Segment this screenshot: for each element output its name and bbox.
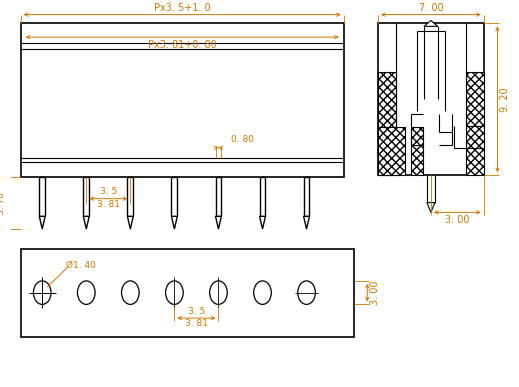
Text: 3. 00: 3. 00 bbox=[370, 281, 380, 305]
Ellipse shape bbox=[254, 281, 271, 305]
Text: Px3. 5+1. 0: Px3. 5+1. 0 bbox=[154, 3, 211, 13]
Polygon shape bbox=[424, 21, 438, 26]
Bar bbox=[378, 127, 405, 175]
Polygon shape bbox=[39, 216, 45, 229]
Bar bbox=[378, 24, 484, 175]
Bar bbox=[21, 248, 353, 337]
Polygon shape bbox=[127, 216, 133, 229]
Polygon shape bbox=[427, 202, 435, 212]
Text: 3. 70: 3. 70 bbox=[0, 192, 6, 214]
Text: 3. 5: 3. 5 bbox=[100, 187, 117, 196]
Text: 3. 5: 3. 5 bbox=[188, 307, 205, 316]
Bar bbox=[466, 72, 484, 175]
Ellipse shape bbox=[33, 281, 51, 305]
Text: Px3. 81+0. 80: Px3. 81+0. 80 bbox=[148, 40, 216, 50]
Polygon shape bbox=[260, 216, 265, 229]
Polygon shape bbox=[84, 216, 89, 229]
Text: 9. 20: 9. 20 bbox=[500, 87, 510, 111]
Polygon shape bbox=[304, 216, 309, 229]
Text: 3. 81: 3. 81 bbox=[97, 200, 120, 209]
Polygon shape bbox=[215, 216, 222, 229]
Ellipse shape bbox=[166, 281, 183, 305]
Polygon shape bbox=[171, 216, 177, 229]
Text: 0. 80: 0. 80 bbox=[231, 135, 254, 144]
Bar bbox=[412, 127, 423, 175]
Ellipse shape bbox=[210, 281, 227, 305]
Bar bbox=[378, 72, 395, 175]
Text: 3. 81: 3. 81 bbox=[185, 319, 208, 329]
Ellipse shape bbox=[77, 281, 95, 305]
Ellipse shape bbox=[121, 281, 139, 305]
Ellipse shape bbox=[298, 281, 316, 305]
Text: Ø1. 40: Ø1. 40 bbox=[66, 261, 97, 270]
Text: 7. 00: 7. 00 bbox=[419, 3, 443, 13]
Bar bbox=[21, 24, 344, 177]
Text: 3. 00: 3. 00 bbox=[445, 215, 470, 225]
